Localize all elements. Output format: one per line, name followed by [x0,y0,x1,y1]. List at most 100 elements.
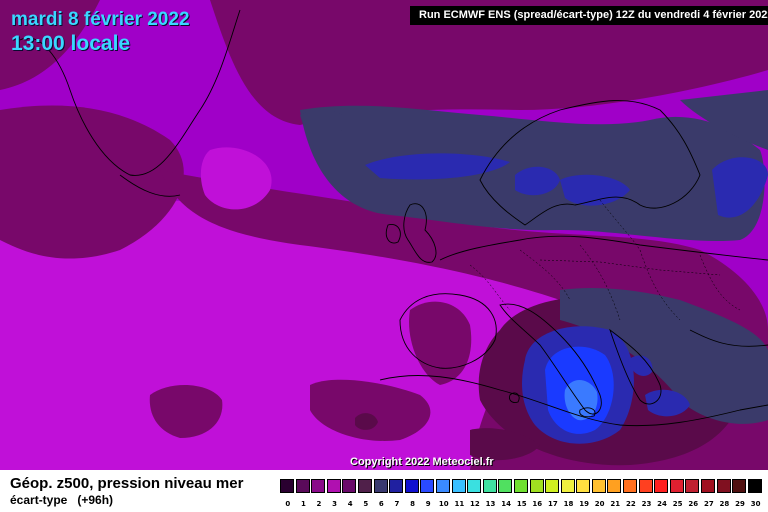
legend-tick: 21 [610,500,621,508]
legend-tick: 18 [563,500,574,508]
legend-swatch [389,479,404,493]
spread-zone-baltic-blue [515,166,560,196]
spread-zone-nw-dark [0,0,100,90]
map-canvas [0,0,768,470]
legend-swatch [435,479,450,493]
legend-tick: 10 [438,500,449,508]
scandinavia-coast [479,100,701,226]
forecast-date: mardi 8 février 2022 [11,9,190,30]
spread-zone-faroe [300,109,350,134]
spread-zone-baltic-blue-2 [560,174,630,206]
legend-tick: 13 [485,500,496,508]
legend-swatch [404,479,419,493]
spread-zone-italy-core [564,380,598,421]
legend-tick: 5 [363,500,369,508]
legend-swatch [701,479,716,493]
legend-swatch [607,479,622,493]
legend-tick: 17 [548,500,558,508]
britain-coast [403,203,437,263]
legend-swatch [342,479,357,493]
spread-zone-balkans [560,288,768,424]
italy-coast [499,303,602,415]
borders [469,199,741,321]
spread-zone-west-dark [0,105,184,259]
border-5 [699,254,741,311]
spread-zone-iberia [409,301,472,385]
legend-tick: 28 [719,500,730,508]
forecast-map: mardi 8 février 2022 13:00 locale Run EC… [0,0,768,470]
spread-zone-atlantic-patch [149,384,223,438]
legend-tick: 20 [594,500,605,508]
legend-tick: 2 [316,500,322,508]
parameter-subtitle-label: écart-type [10,493,68,507]
legend-tick: 3 [332,500,338,508]
spread-zone-greece-blue [645,389,690,417]
legend-tick: 24 [657,500,667,508]
greenland-coast [19,9,241,176]
europe-north-coast [439,235,768,261]
legend-tick: 25 [672,500,683,508]
legend-tick: 15 [516,500,527,508]
color-legend-labels: 0 1 2 3 4 5 6 7 8 9 10 11 12 13 14 15 16 17 18 19 20 21 22 23 24… [280,500,763,508]
sicily-coast [579,407,596,418]
spread-zone-azores-core [355,413,378,430]
spread-zone-azores-patch [310,379,431,441]
balkans-coast [609,328,662,405]
legend-tick: 23 [641,500,652,508]
iberia-coast [399,293,497,369]
legend-tick: 9 [425,500,431,508]
legend-swatch [373,479,388,493]
legend-swatch [669,479,684,493]
legend-swatch [451,479,466,493]
legend-tick: 4 [347,500,353,508]
north-africa-coast [379,375,768,427]
legend-swatch [311,479,326,493]
legend-swatch [295,479,310,493]
spread-zone-adriatic-blue [628,355,653,376]
spread-zone-east-blue [712,157,768,218]
legend-swatch [420,479,435,493]
border-3 [579,244,621,321]
parameter-subtitle: écart-type (+96h) [10,493,113,507]
border-1 [469,264,511,311]
coastlines [19,9,768,427]
legend-tick: 29 [735,500,745,508]
legend-tick: 16 [532,500,543,508]
spread-zone-north-dark [210,0,768,125]
legend-swatch [498,479,513,493]
legend-tick: 6 [378,500,384,508]
ireland-coast [385,224,401,244]
copyright-notice: Copyright 2022 Meteociel.fr [350,456,494,468]
legend-tick: 1 [300,500,306,508]
legend-swatch [529,479,544,493]
parameter-title: Géop. z500, pression niveau mer [10,475,244,492]
legend-tick: 14 [501,500,511,508]
legend-swatch [716,479,731,493]
legend-swatch [482,479,497,493]
spread-zone-north-sea-blue [365,153,510,180]
map-footer: Géop. z500, pression niveau mer écart-ty… [0,470,768,512]
sardinia-coast [509,392,520,403]
legend-swatch [732,479,747,493]
legend-swatch [685,479,700,493]
legend-tick: 12 [470,500,480,508]
legend-swatch [357,479,372,493]
legend-swatch [654,479,669,493]
legend-tick: 7 [394,500,400,508]
legend-swatch [623,479,638,493]
border-4 [639,249,681,321]
legend-tick: 30 [750,500,761,508]
greenland-south-tip [119,174,181,197]
spread-zone-north-africa [470,428,540,461]
legend-tick: 22 [625,500,636,508]
border-2 [519,249,571,301]
spread-zone-mid-atlantic-bright [200,147,272,210]
legend-tick: 11 [454,500,465,508]
legend-swatch [467,479,482,493]
legend-swatch [747,479,762,493]
legend-tick: 0 [285,500,291,508]
legend-tick: 8 [410,500,415,508]
legend-swatch [545,479,560,493]
legend-tick: 26 [688,500,699,508]
color-legend [280,479,763,493]
